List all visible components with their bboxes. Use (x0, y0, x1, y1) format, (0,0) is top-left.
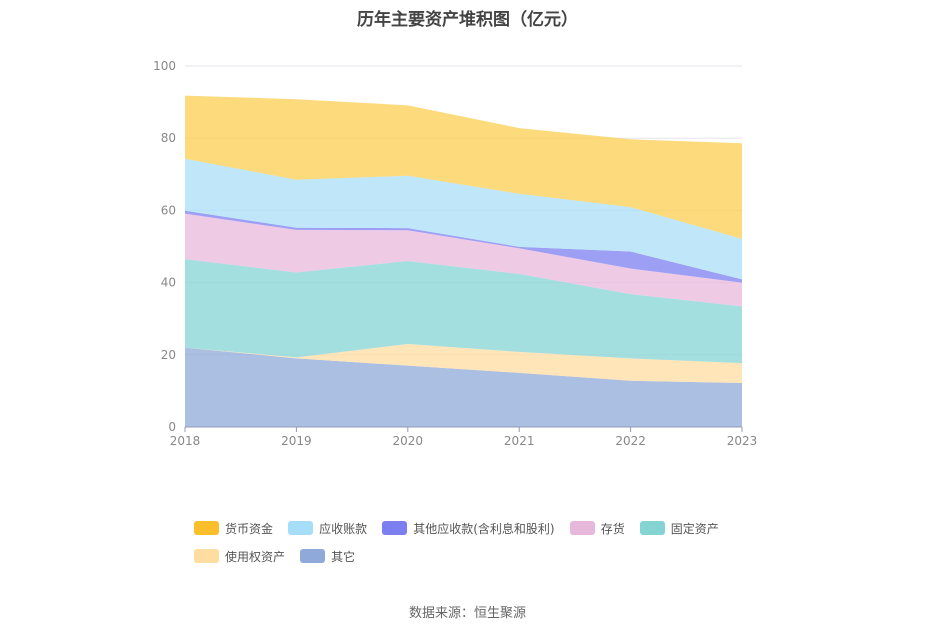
y-tick-label: 20 (161, 348, 176, 362)
legend-label: 货币资金 (225, 521, 274, 536)
legend-swatch (569, 521, 595, 535)
legend-item[interactable]: 其它 (300, 547, 355, 565)
legend-swatch (288, 521, 314, 535)
legend-swatch (639, 521, 665, 535)
legend-item[interactable]: 存货 (569, 519, 625, 537)
legend-label: 存货 (600, 521, 625, 536)
legend-label: 应收账款 (319, 521, 368, 536)
x-tick-label: 2023 (727, 434, 758, 448)
chart-title: 历年主要资产堆积图（亿元） (357, 10, 578, 30)
legend-label: 固定资产 (670, 521, 719, 536)
area-series (185, 210, 742, 283)
legend: 货币资金 应收账款 其他应收款(含利息和股利) 存货 固定资产 使用权资产 其它 (194, 519, 774, 575)
data-source: 数据来源：恒生聚源 (408, 606, 526, 621)
legend-swatch (300, 549, 326, 563)
x-tick-label: 2020 (393, 434, 424, 448)
area-series (185, 259, 742, 364)
area-series (185, 158, 742, 280)
area-series (185, 95, 742, 239)
legend-item[interactable]: 使用权资产 (194, 547, 285, 565)
legend-label: 其它 (331, 549, 356, 564)
legend-swatch (194, 521, 219, 535)
legend-item[interactable]: 应收账款 (288, 519, 367, 537)
x-tick-label: 2021 (504, 434, 535, 448)
legend-swatch (194, 549, 219, 563)
y-tick-label: 0 (168, 420, 176, 434)
stacked-area-chart: 0 20 40 60 80 100 2018 2019 2020 2021 2022 2023 (153, 59, 758, 448)
x-tick-label: 2019 (281, 434, 312, 448)
x-tick-label: 2018 (170, 434, 201, 448)
legend-item[interactable]: 其他应收款(含利息和股利) (382, 519, 555, 537)
legend-swatch (382, 521, 408, 535)
y-tick-label: 100 (153, 59, 176, 73)
y-tick-label: 40 (161, 276, 176, 290)
y-tick-label: 80 (161, 131, 176, 145)
legend-label: 使用权资产 (225, 549, 286, 564)
y-tick-label: 60 (161, 203, 176, 217)
area-series (185, 347, 742, 427)
area-series (185, 343, 742, 383)
area-series (185, 213, 742, 307)
legend-item[interactable]: 货币资金 (194, 519, 273, 537)
legend-item[interactable]: 固定资产 (639, 519, 719, 537)
x-tick-label: 2022 (615, 434, 646, 448)
legend-label: 其他应收款(含利息和股利) (413, 521, 555, 536)
